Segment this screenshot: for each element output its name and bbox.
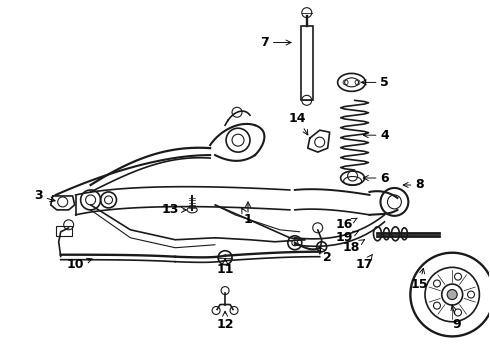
Text: 18: 18 — [343, 240, 365, 254]
Text: 5: 5 — [361, 76, 389, 89]
Text: 2: 2 — [319, 247, 332, 264]
Bar — [56, 226, 72, 236]
Text: 11: 11 — [216, 258, 234, 276]
Text: 7: 7 — [261, 36, 291, 49]
Text: 10: 10 — [67, 258, 92, 271]
Text: 15: 15 — [411, 268, 428, 291]
Text: 3: 3 — [34, 189, 55, 202]
Text: 8: 8 — [403, 179, 424, 192]
Circle shape — [447, 289, 457, 300]
Text: 12: 12 — [216, 311, 234, 331]
Text: 19: 19 — [336, 231, 358, 244]
Text: 9: 9 — [451, 305, 462, 331]
Text: 14: 14 — [289, 112, 308, 135]
Text: 4: 4 — [364, 129, 389, 142]
Text: 13: 13 — [162, 203, 186, 216]
Text: 17: 17 — [356, 254, 373, 271]
Text: 1: 1 — [242, 208, 252, 226]
Bar — [301, 26, 313, 100]
Text: 6: 6 — [364, 171, 389, 185]
Text: 16: 16 — [336, 218, 357, 231]
